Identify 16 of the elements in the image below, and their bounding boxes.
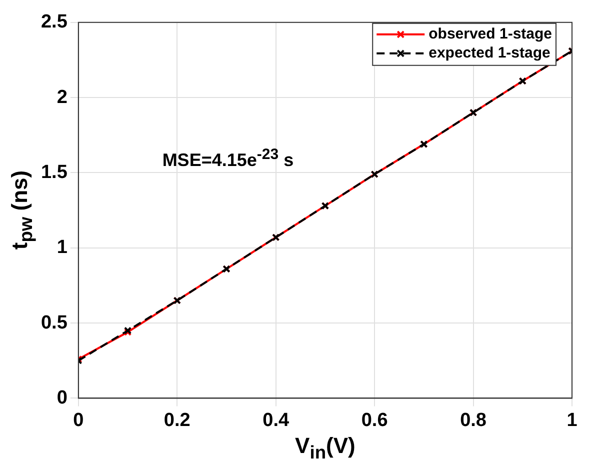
y-tick-label: 0.5	[40, 312, 68, 334]
y-tick-label: 0	[56, 387, 68, 408]
x-axis-title: V$_{in}$(V)	[295, 433, 356, 464]
annotation: MSE=4.15e$^{-23}$ s	[162, 146, 294, 172]
x-tick-label: 0.4	[262, 410, 290, 431]
y-tick-label: 1	[56, 237, 68, 258]
legend-label: expected 1-stage	[428, 44, 550, 62]
y-tick-label: 2.5	[40, 12, 68, 33]
x-tick-label: 0	[73, 410, 84, 431]
legend-label: observed 1-stage	[428, 26, 552, 43]
x-tick-label: 0.2	[164, 410, 190, 431]
x-tick-label: 0.8	[460, 410, 486, 431]
y-tick-label: 1.5	[40, 162, 68, 183]
y-tick-label: 2	[56, 86, 68, 108]
x-tick-label: 1	[566, 410, 578, 431]
x-tick-label: 0.6	[361, 410, 388, 431]
